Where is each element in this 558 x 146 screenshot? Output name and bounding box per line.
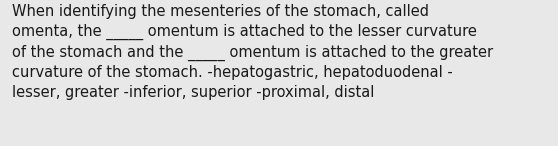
Text: When identifying the mesenteries of the stomach, called
omenta, the _____ omentu: When identifying the mesenteries of the … [12,4,493,100]
